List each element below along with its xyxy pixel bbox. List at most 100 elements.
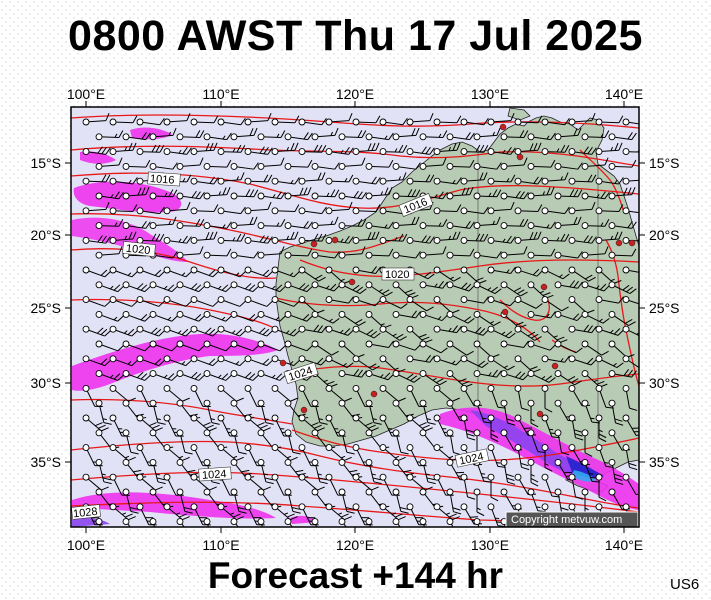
- isobar-label: 1024: [198, 466, 232, 482]
- wind-barb: [352, 414, 379, 432]
- wind-barb: [554, 280, 583, 289]
- wind-barb: [541, 384, 553, 413]
- wind-barb: [163, 444, 190, 461]
- wind-barb: [581, 130, 610, 141]
- wind-barb: [311, 518, 319, 527]
- wind-barb: [365, 340, 394, 348]
- wind-barb: [392, 340, 422, 351]
- lat-label: 35°S: [649, 454, 680, 470]
- wind-barb: [554, 189, 583, 200]
- wind-barb: [595, 325, 625, 336]
- wind-barb: [217, 233, 246, 244]
- wind-barb: [244, 473, 271, 491]
- wind-barb: [460, 355, 489, 369]
- wind-barb: [406, 414, 433, 432]
- wind-barb: [325, 355, 354, 369]
- wind-barb: [271, 266, 300, 278]
- wind-barb: [244, 146, 273, 156]
- wind-barb: [257, 518, 265, 527]
- wind-barb: [568, 266, 596, 282]
- wind-barb: [352, 204, 381, 215]
- wind-barb: [487, 266, 516, 274]
- wind-barb: [257, 191, 286, 200]
- wind-barb: [176, 429, 193, 455]
- wind-barb: [352, 231, 380, 244]
- wind-barb: [95, 246, 123, 259]
- wind-barb: [190, 231, 218, 244]
- wind-barb: [352, 142, 380, 156]
- wind-barb: [257, 399, 274, 425]
- wind-barb: [460, 296, 489, 304]
- wind-barb: [608, 488, 631, 510]
- wind-barb: [271, 325, 300, 337]
- wind-barb: [379, 117, 408, 126]
- wind-barb: [500, 246, 528, 259]
- wind-barb: [365, 399, 382, 425]
- wind-barb: [473, 488, 485, 517]
- wind-barb: [230, 310, 259, 322]
- wind-barb: [487, 146, 516, 156]
- wind-barb: [244, 355, 273, 367]
- wind-barb: [149, 429, 174, 450]
- forecast-label: Forecast +144 hr: [207, 555, 504, 596]
- wind-barb: [473, 127, 501, 141]
- wind-barb: [433, 414, 454, 437]
- wind-barb: [500, 370, 530, 381]
- wind-barb: [379, 503, 406, 521]
- wind-barb: [271, 444, 298, 461]
- wind-barb: [298, 324, 327, 334]
- wind-barb: [109, 266, 138, 278]
- wind-barb: [446, 132, 475, 141]
- wind-barb: [433, 325, 462, 334]
- wind-barb: [257, 157, 285, 170]
- wind-barb: [190, 296, 219, 307]
- wind-barb: [271, 115, 300, 126]
- wind-barb: [527, 248, 556, 259]
- wind-barb: [163, 325, 192, 337]
- wind-barb: [541, 206, 570, 215]
- station-markers: [279, 123, 636, 418]
- wind-barb: [230, 216, 258, 230]
- wind-barb: [271, 177, 300, 185]
- wind-barb: [284, 488, 301, 514]
- wind-barb: [230, 370, 259, 381]
- wind-barb: [595, 204, 624, 215]
- wind-barb: [406, 235, 435, 244]
- wind-barb: [325, 325, 355, 336]
- wind-barb: [487, 325, 516, 339]
- wind-barb: [311, 340, 339, 356]
- wind-barb: [568, 473, 584, 500]
- wind-barb: [581, 399, 600, 424]
- wind-barb: [109, 296, 138, 307]
- wind-barb: [311, 189, 340, 200]
- wind-barb: [338, 310, 366, 327]
- wind-barb: [406, 146, 435, 156]
- wind-barb: [230, 518, 239, 527]
- wind-barb: [446, 488, 462, 515]
- wind-barb: [122, 458, 147, 479]
- wind-barb: [122, 220, 151, 230]
- wind-barb: [257, 219, 286, 230]
- wind-barb: [608, 368, 637, 378]
- wind-barb: [95, 130, 124, 141]
- wind-barb: [500, 281, 528, 297]
- wind-barb: [325, 296, 354, 304]
- wind-barb: [109, 115, 138, 126]
- wind-barb: [541, 355, 570, 363]
- wind-barb: [244, 235, 273, 244]
- wind-barb: [122, 132, 151, 141]
- wind-barb: [109, 204, 138, 215]
- wind-barb: [95, 399, 112, 425]
- wind-barb: [230, 281, 259, 293]
- wind-barb: [419, 340, 448, 354]
- wind-barb: [176, 518, 185, 527]
- wind-barb: [203, 518, 211, 527]
- copyright-box: Copyright metvuw.com: [505, 511, 639, 527]
- wind-barb: [217, 384, 244, 402]
- wind-barb: [487, 113, 515, 126]
- wind-barb: [95, 488, 120, 509]
- lat-label: 30°S: [649, 375, 680, 391]
- wind-barb: [608, 159, 637, 170]
- wind-barb: [95, 219, 124, 230]
- wind-barb: [95, 281, 124, 293]
